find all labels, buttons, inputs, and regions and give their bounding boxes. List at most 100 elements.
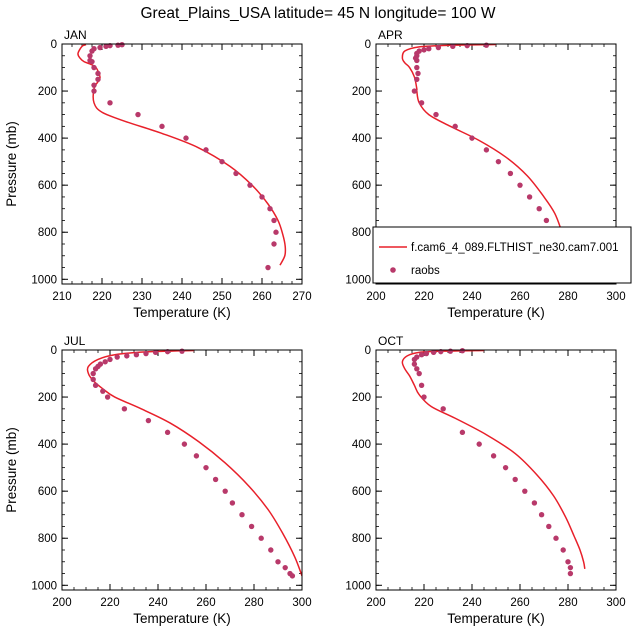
- x-tick-label: 210: [52, 291, 71, 303]
- raobs-point: [91, 88, 97, 94]
- model-line-apr: [401, 44, 574, 268]
- raobs-point: [411, 361, 418, 367]
- raobs-point: [193, 453, 200, 459]
- plot-frame-jan: [61, 43, 303, 285]
- y-tick-label: 0: [51, 345, 57, 357]
- raobs-point: [490, 453, 497, 459]
- raobs-point: [222, 488, 228, 494]
- raobs-point: [203, 464, 209, 471]
- x-tick-label: 200: [366, 291, 385, 303]
- legend-dot-swatch: [390, 267, 396, 273]
- plot-frame-jul: [61, 349, 303, 591]
- x-tick-label: 300: [292, 597, 311, 609]
- raobs-point: [92, 366, 99, 372]
- raobs-point: [258, 535, 264, 541]
- plot-frame-oct: [375, 349, 617, 591]
- raobs-point: [164, 429, 171, 436]
- raobs-point: [267, 206, 273, 212]
- raobs-point: [426, 46, 432, 52]
- raobs-point: [183, 135, 189, 141]
- raobs-point: [89, 48, 95, 54]
- raobs-point: [495, 158, 502, 165]
- x-tick-label: 260: [196, 597, 215, 609]
- raobs-point: [567, 564, 574, 571]
- raobs-point: [259, 194, 265, 200]
- raobs-point: [282, 564, 288, 571]
- x-tick-label: 240: [462, 597, 481, 609]
- x-tick-label: 220: [92, 291, 111, 303]
- raobs-point: [247, 182, 253, 188]
- y-tick-label: 200: [38, 86, 57, 98]
- raobs-point: [414, 76, 420, 82]
- y-tick-label: 400: [352, 133, 371, 145]
- raobs-point: [89, 58, 95, 65]
- y-tick-label: 200: [352, 392, 371, 404]
- raobs-point: [538, 512, 545, 518]
- raobs-point: [567, 570, 574, 577]
- raobs-point: [91, 64, 97, 71]
- y-tick-label: 800: [352, 533, 371, 545]
- raobs-point: [114, 354, 120, 360]
- y-axis-label: Pressure (mb): [4, 427, 19, 513]
- raobs-point: [536, 206, 542, 212]
- x-tick-label: 220: [414, 291, 433, 303]
- x-tick-label: 260: [510, 291, 529, 303]
- raobs-point: [248, 523, 255, 530]
- raobs-point: [87, 53, 93, 59]
- raobs-point: [97, 44, 103, 51]
- raobs-point: [219, 158, 225, 165]
- raobs-point: [203, 147, 209, 153]
- raobs-point: [212, 476, 219, 483]
- raobs-point: [433, 111, 439, 118]
- y-tick-label: 600: [352, 486, 371, 498]
- raobs-point: [91, 82, 97, 88]
- raobs-point: [115, 42, 121, 48]
- raobs-point: [502, 464, 509, 471]
- raobs-point: [271, 217, 277, 224]
- y-tick-label: 1000: [31, 274, 57, 286]
- raobs-point: [411, 356, 418, 363]
- x-tick-label: 280: [558, 597, 577, 609]
- raobs-point: [447, 348, 454, 354]
- raobs-point: [421, 394, 427, 400]
- raobs-point: [526, 194, 533, 200]
- raobs-point: [414, 366, 420, 372]
- raobs-point: [135, 111, 141, 118]
- x-tick-label: 300: [606, 291, 625, 303]
- raobs-point: [124, 353, 130, 359]
- panel-label-jul: JUL: [64, 334, 86, 348]
- raobs-point: [179, 348, 185, 354]
- figure-title: Great_Plains_USA latitude= 45 N longitud…: [140, 5, 495, 22]
- raobs-point: [95, 70, 101, 77]
- y-tick-label: 0: [51, 39, 57, 51]
- x-tick-label: 270: [292, 291, 311, 303]
- legend-box: [372, 226, 632, 284]
- raobs-point: [95, 76, 101, 82]
- raobs-point: [469, 135, 475, 141]
- raobs-point: [119, 42, 125, 48]
- raobs-point: [440, 406, 446, 412]
- raobs-point: [459, 429, 466, 436]
- y-tick-label: 800: [38, 227, 57, 239]
- model-line-oct: [401, 350, 586, 569]
- raobs-point: [265, 264, 271, 271]
- x-axis-label: Temperature (K): [447, 305, 545, 320]
- raobs-point: [415, 70, 421, 77]
- raobs-point: [414, 57, 420, 64]
- panel-jul: 200 220 240 260 280 300 0 200 400 600 800 1000 JUL Te…: [4, 334, 312, 626]
- y-tick-label: 200: [352, 86, 371, 98]
- raobs-point: [414, 64, 420, 71]
- raobs-point: [275, 559, 281, 565]
- raobs-point: [121, 406, 128, 412]
- panel-label-jan: JAN: [64, 28, 87, 42]
- raobs-point: [546, 523, 552, 530]
- legend-entry-model: f.cam6_4_089.FLTHIST_ne30.cam7.001: [411, 242, 619, 254]
- raobs-point: [483, 147, 490, 153]
- x-tick-label: 230: [132, 291, 151, 303]
- raobs-point: [233, 170, 239, 177]
- y-tick-label: 600: [352, 180, 371, 192]
- panel-oct: 200 220 240 260 280 300 0 200 400 600 800 1000 OCT Te…: [345, 334, 625, 626]
- y-tick-label: 600: [38, 180, 57, 192]
- raobs-point: [239, 512, 245, 518]
